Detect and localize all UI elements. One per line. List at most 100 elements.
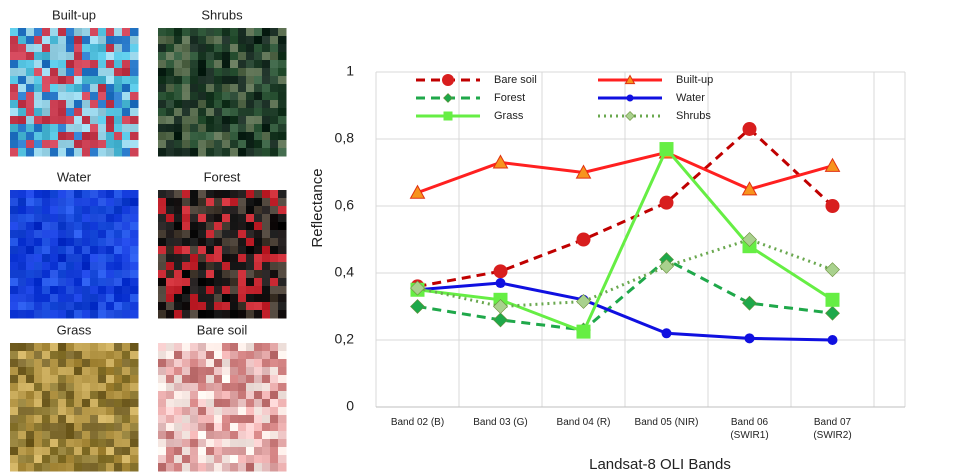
- pixel: [270, 423, 279, 432]
- pixel: [82, 262, 91, 271]
- pixel: [90, 148, 99, 157]
- pixel: [10, 399, 19, 408]
- pixel: [198, 108, 207, 117]
- pixel: [222, 246, 231, 255]
- pixel: [206, 76, 215, 85]
- pixel: [238, 455, 247, 464]
- pixel: [18, 140, 27, 149]
- pixel: [130, 351, 139, 360]
- pixel: [270, 206, 279, 215]
- pixel: [254, 463, 263, 472]
- pixel: [106, 246, 115, 255]
- y-tick-label: 0,2: [335, 331, 355, 347]
- pixel: [10, 286, 19, 295]
- pixel: [42, 254, 51, 263]
- pixel: [190, 246, 199, 255]
- pixel: [182, 246, 191, 255]
- pixel: [58, 351, 67, 360]
- pixel: [198, 84, 207, 93]
- pixel: [278, 214, 287, 223]
- pixel: [50, 286, 59, 295]
- pixel: [198, 270, 207, 279]
- pixel: [182, 278, 191, 287]
- pixel: [82, 108, 91, 117]
- pixel: [158, 28, 167, 37]
- pixel: [246, 254, 255, 263]
- pixel: [130, 60, 139, 69]
- pixel: [82, 407, 91, 416]
- pixel: [10, 294, 19, 303]
- pixel: [182, 270, 191, 279]
- pixel: [26, 28, 35, 37]
- pixel: [42, 124, 51, 133]
- pixel: [158, 431, 167, 440]
- pixel: [246, 262, 255, 271]
- pixel: [74, 439, 83, 448]
- pixel: [238, 148, 247, 157]
- pixel: [254, 391, 263, 400]
- pixel: [98, 399, 107, 408]
- pixel: [238, 132, 247, 141]
- pixel: [50, 262, 59, 271]
- pixel: [222, 310, 231, 319]
- pixel: [106, 391, 115, 400]
- pixel: [122, 132, 131, 141]
- pixel: [190, 108, 199, 117]
- pixel: [18, 214, 27, 223]
- pixel: [174, 60, 183, 69]
- pixel: [34, 108, 43, 117]
- pixel: [42, 367, 51, 376]
- pixel: [82, 140, 91, 149]
- pixel: [42, 270, 51, 279]
- pixel: [74, 140, 83, 149]
- pixel: [174, 343, 183, 352]
- pixel: [158, 132, 167, 141]
- pixel: [214, 76, 223, 85]
- pixel: [238, 238, 247, 247]
- pixel: [82, 68, 91, 77]
- pixel: [166, 198, 175, 207]
- pixel: [26, 383, 35, 392]
- pixel: [114, 270, 123, 279]
- pixel: [158, 439, 167, 448]
- pixel: [106, 76, 115, 85]
- pixel: [26, 407, 35, 416]
- pixel: [90, 351, 99, 360]
- pixel: [262, 190, 271, 199]
- pixel: [26, 108, 35, 117]
- pixel: [74, 246, 83, 255]
- pixel: [90, 262, 99, 271]
- panel-label: Bare soil: [197, 322, 248, 337]
- pixel: [166, 439, 175, 448]
- pixel: [278, 399, 287, 408]
- pixel: [166, 238, 175, 247]
- pixel: [230, 60, 239, 69]
- pixel: [174, 132, 183, 141]
- pixel: [42, 60, 51, 69]
- pixel: [262, 68, 271, 77]
- pixel: [74, 262, 83, 271]
- pixel: [90, 36, 99, 45]
- pixel: [66, 238, 75, 247]
- pixel: [34, 415, 43, 424]
- pixel: [130, 407, 139, 416]
- pixel: [158, 399, 167, 408]
- pixel: [158, 351, 167, 360]
- pixel: [222, 108, 231, 117]
- pixel: [98, 68, 107, 77]
- pixel: [262, 383, 271, 392]
- pixel: [122, 262, 131, 271]
- pixel: [26, 132, 35, 141]
- pixel: [82, 198, 91, 207]
- pixel: [106, 423, 115, 432]
- pixel: [166, 351, 175, 360]
- pixel: [130, 222, 139, 231]
- pixel: [262, 278, 271, 287]
- pixel: [66, 214, 75, 223]
- pixel: [182, 190, 191, 199]
- pixel: [166, 254, 175, 263]
- pixel: [206, 44, 215, 53]
- pixel: [98, 431, 107, 440]
- pixel: [106, 28, 115, 37]
- pixel: [98, 455, 107, 464]
